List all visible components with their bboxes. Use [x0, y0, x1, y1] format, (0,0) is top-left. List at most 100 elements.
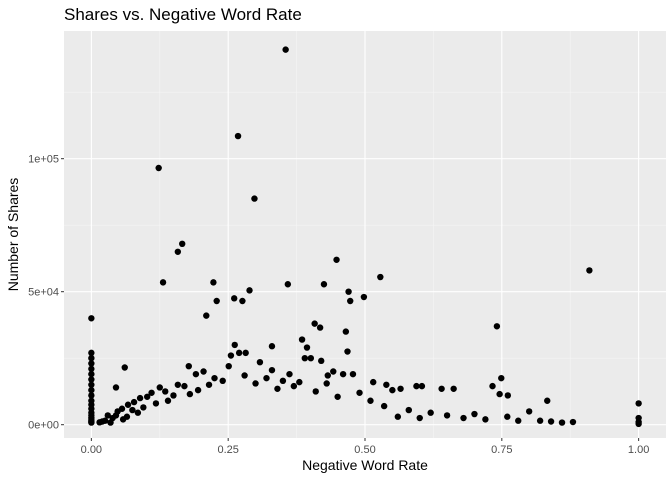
- data-point: [134, 409, 142, 416]
- chart-title: Shares vs. Negative Word Rate: [64, 5, 302, 24]
- data-point: [342, 328, 350, 335]
- data-point: [418, 382, 426, 390]
- data-point: [377, 273, 384, 281]
- data-point: [544, 397, 551, 404]
- data-point: [330, 368, 337, 375]
- data-point: [334, 393, 341, 400]
- data-point: [210, 279, 217, 286]
- data-point: [547, 418, 555, 425]
- data-point: [416, 414, 423, 422]
- data-point: [282, 46, 289, 53]
- data-point: [194, 386, 202, 394]
- data-point: [156, 384, 163, 391]
- data-point: [88, 315, 95, 322]
- data-point: [367, 397, 374, 404]
- major-gridlines: [64, 31, 666, 438]
- data-point: [307, 354, 315, 362]
- data-point: [181, 382, 188, 390]
- data-point: [586, 267, 593, 274]
- data-point: [107, 419, 114, 426]
- data-point: [345, 288, 352, 295]
- data-point: [438, 385, 445, 392]
- data-point: [413, 382, 420, 390]
- data-point: [192, 370, 200, 378]
- data-point: [170, 392, 177, 399]
- data-point: [333, 256, 340, 263]
- data-point: [235, 349, 243, 357]
- data-point: [205, 381, 213, 388]
- data-point: [498, 374, 505, 382]
- data-point: [231, 341, 238, 349]
- data-point: [279, 377, 287, 385]
- data-point: [489, 382, 496, 390]
- data-point: [88, 386, 95, 394]
- data-point: [558, 419, 566, 426]
- data-point: [405, 406, 412, 414]
- x-axis-title: Negative Word Rate: [302, 457, 428, 473]
- data-point: [112, 384, 120, 391]
- data-point: [268, 366, 276, 374]
- data-point: [347, 297, 354, 305]
- data-point: [88, 419, 95, 426]
- x-axis: 0.00 0.25 0.50 0.75 1.00: [81, 438, 649, 456]
- data-point: [370, 378, 377, 386]
- y-tick-label: 1e+05: [28, 154, 59, 166]
- data-point: [119, 416, 127, 423]
- data-point: [356, 389, 363, 396]
- data-point: [174, 248, 182, 255]
- data-point: [286, 370, 293, 378]
- data-point: [256, 358, 264, 366]
- data-point: [635, 420, 642, 428]
- data-point: [88, 376, 95, 383]
- x-tick-label: 0.75: [491, 444, 512, 456]
- data-point: [155, 164, 162, 172]
- x-tick-label: 1.00: [628, 444, 649, 456]
- data-point: [312, 388, 319, 395]
- data-point: [263, 374, 270, 382]
- data-point: [323, 380, 330, 387]
- data-point: [241, 372, 248, 379]
- data-point: [303, 344, 311, 351]
- data-point: [311, 320, 318, 327]
- data-point: [159, 279, 167, 286]
- data-point: [482, 416, 489, 423]
- data-point: [88, 370, 95, 378]
- data-point: [252, 380, 259, 387]
- data-point: [213, 297, 220, 305]
- data-point: [443, 412, 451, 419]
- y-tick-label: 5e+04: [28, 287, 59, 299]
- data-point: [227, 352, 235, 359]
- data-point: [504, 413, 511, 420]
- data-point: [200, 368, 207, 375]
- data-point: [274, 385, 281, 392]
- data-point: [397, 385, 404, 392]
- data-point: [179, 240, 186, 248]
- data-point: [380, 402, 388, 410]
- data-point: [504, 392, 512, 399]
- data-point: [394, 413, 402, 420]
- data-point: [246, 287, 253, 294]
- data-point: [136, 394, 144, 402]
- data-point: [389, 386, 396, 394]
- data-point: [536, 417, 544, 424]
- data-point: [140, 404, 147, 411]
- data-point: [129, 406, 136, 414]
- data-point: [515, 417, 522, 424]
- data-point: [96, 419, 103, 426]
- data-point: [460, 414, 467, 422]
- data-point: [316, 324, 324, 331]
- x-tick-label: 0.00: [81, 444, 102, 456]
- data-point: [211, 374, 218, 382]
- x-tick-label: 0.50: [354, 444, 375, 456]
- data-point: [301, 354, 308, 362]
- data-point: [121, 364, 128, 371]
- data-point: [290, 382, 298, 390]
- data-point: [383, 381, 390, 388]
- data-point: [186, 390, 194, 398]
- data-point: [320, 281, 328, 288]
- data-point: [339, 370, 347, 378]
- data-point: [88, 381, 95, 388]
- data-point: [162, 388, 169, 395]
- data-point: [88, 365, 95, 373]
- y-axis-title: Number of Shares: [5, 178, 21, 292]
